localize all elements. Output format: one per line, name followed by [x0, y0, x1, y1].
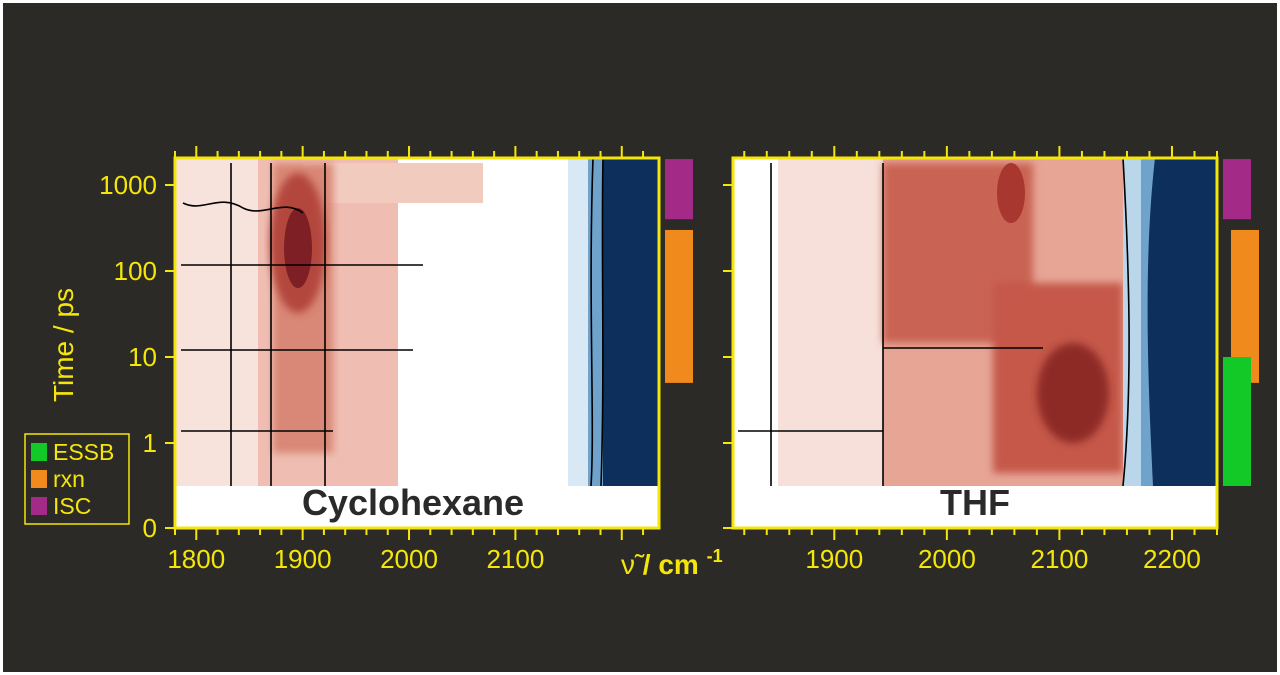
right-late-peak: [997, 163, 1025, 223]
y-tick-label: 10: [128, 342, 157, 372]
left-band-peak: [284, 208, 312, 288]
right-panel: THF 1900 2000 2100 2200: [723, 146, 1219, 574]
right-time-bar-essb: [1223, 357, 1251, 486]
right-x-tick-label: 2200: [1143, 544, 1201, 574]
right-contour-lines-v: [770, 163, 884, 486]
left-frame: [173, 156, 661, 530]
right-early-intermediate: [1037, 343, 1109, 443]
left-x-tick-label: 1800: [167, 544, 225, 574]
legend-swatch-isc: [31, 497, 47, 515]
contour-figure: Cyclohexane 1800 1900 2000 210001101001000 …: [24, 146, 1259, 580]
left-x-tick-label: 2100: [486, 544, 544, 574]
right-time-bar-isc: [1223, 159, 1251, 220]
left-contour-map: [175, 158, 659, 486]
figure-canvas: Cyclohexane 1800 1900 2000 2100 0 1 10 100 1000 …: [3, 3, 1277, 672]
right-ticks: 1900 2000 2100 2200: [723, 146, 1218, 574]
left-x-tick-label: 2000: [380, 544, 438, 574]
left-time-bar-rxn: [665, 229, 693, 383]
y-tick-label: 100: [114, 256, 157, 286]
x-axis-exponent: -1: [707, 546, 723, 566]
right-label-strip: [733, 486, 1217, 528]
x-axis-symbol: ν̃: [621, 549, 645, 580]
left-bleach-strong: [603, 158, 659, 486]
right-broad-absorption: [778, 158, 888, 486]
left-contour-lines-v: [230, 163, 326, 486]
right-x-tick-label: 1900: [805, 544, 863, 574]
y-tick-label: 0: [143, 513, 157, 543]
right-frame: [731, 156, 1219, 530]
time-bars: [665, 159, 1259, 486]
x-axis-title: ν̃ / cm -1: [621, 546, 723, 580]
left-bleach-edge: [590, 158, 604, 486]
left-time-bar-isc: [665, 159, 693, 220]
left-panel: Cyclohexane 1800 1900 2000 2100 0 1 10 100 1000: [99, 146, 661, 574]
legend-label-rxn: rxn: [53, 466, 85, 492]
y-tick-label: 1000: [99, 170, 157, 200]
y-tick-label: 1: [143, 428, 157, 458]
legend-frame: [24, 433, 130, 525]
left-solvent-label: Cyclohexane: [302, 482, 524, 523]
right-bleach-edge: [1122, 158, 1130, 486]
right-contour-lines-h: [738, 347, 1043, 432]
right-x-tick-label: 2000: [918, 544, 976, 574]
right-x-tick-label: 2100: [1030, 544, 1088, 574]
legend-swatch-essb: [31, 443, 47, 461]
left-label-strip: [175, 486, 659, 528]
legend-swatch-rxn: [31, 470, 47, 488]
right-bleach-strong: [1147, 158, 1217, 486]
left-contour-noise: [182, 201, 304, 214]
y-axis-title: Time / ps: [48, 288, 79, 402]
x-axis-unit: / cm: [643, 549, 699, 580]
right-solvent-label: THF: [940, 482, 1010, 523]
legend-label-essb: ESSB: [53, 439, 114, 465]
legend-label-isc: ISC: [53, 493, 91, 519]
left-ticks: 1800 1900 2000 2100 0 1 10 100 1000: [99, 146, 645, 574]
left-x-tick-label: 1900: [274, 544, 332, 574]
left-contour-lines-h: [181, 264, 423, 432]
right-contour-map: [738, 158, 1217, 486]
